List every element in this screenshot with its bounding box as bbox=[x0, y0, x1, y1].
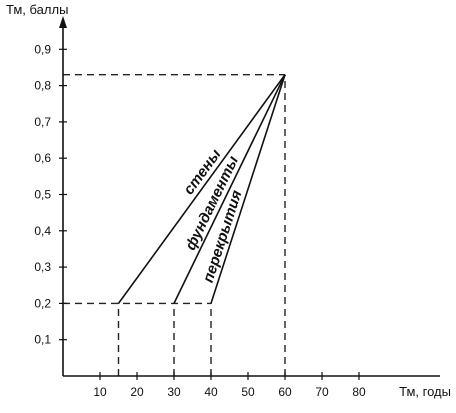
reference-lines bbox=[63, 74, 286, 376]
labels: 10 20 30 40 50 60 70 80 0,1 0,2 0,3 0,4 0,5 0,6 0,7 0,8… bbox=[6, 2, 451, 399]
y-axis-label: Тм, баллы bbox=[6, 2, 68, 17]
y-tick-label-0,2: 0,2 bbox=[34, 296, 51, 310]
y-tick-label-0,1: 0,1 bbox=[34, 333, 51, 347]
x-tick-label-30: 30 bbox=[167, 385, 181, 399]
x-tick-label-70: 70 bbox=[315, 385, 329, 399]
y-tick-label-0,5: 0,5 bbox=[34, 188, 51, 202]
x-tick-label-10: 10 bbox=[93, 385, 107, 399]
x-tick-label-40: 40 bbox=[204, 385, 218, 399]
y-axis-arrow bbox=[59, 16, 67, 28]
series-line-3 bbox=[210, 74, 286, 304]
axes bbox=[59, 16, 440, 380]
series-line-1 bbox=[117, 74, 286, 304]
series-line-2 bbox=[173, 74, 286, 304]
series-lines bbox=[117, 74, 286, 304]
y-tick-label-0,3: 0,3 bbox=[34, 260, 51, 274]
y-tick-label-0,6: 0,6 bbox=[34, 151, 51, 165]
y-tick-label-0,4: 0,4 bbox=[34, 224, 51, 238]
x-tick-label-20: 20 bbox=[130, 385, 144, 399]
y-tick-label-0,9: 0,9 bbox=[34, 42, 51, 56]
x-tick-label-50: 50 bbox=[241, 385, 255, 399]
y-tick-label-0,7: 0,7 bbox=[34, 115, 51, 129]
y-tick-label-0,8: 0,8 bbox=[34, 79, 51, 93]
x-tick-label-60: 60 bbox=[278, 385, 292, 399]
x-axis-label: Тм, годы bbox=[399, 384, 451, 399]
x-tick-label-80: 80 bbox=[352, 385, 366, 399]
